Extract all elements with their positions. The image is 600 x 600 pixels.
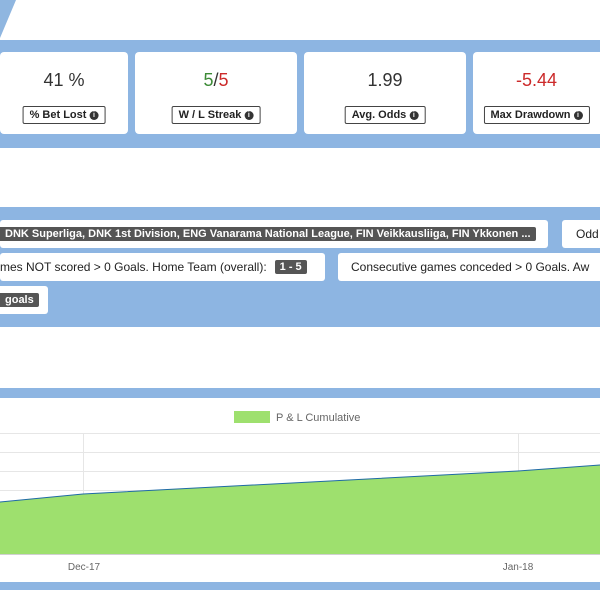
legend-label[interactable]: P & L Cumulative — [276, 412, 360, 424]
streak-loss-value: 5 — [218, 70, 229, 90]
stat-card-max-drawdown: -5.44 Max Drawdown i — [473, 52, 600, 134]
info-icon[interactable]: i — [409, 110, 419, 120]
stat-card-avg-odds: 1.99 Avg. Odds i — [304, 52, 466, 134]
away-filter-text: Consecutive games conceded > 0 Goals. Aw — [351, 260, 590, 274]
stat-value-streak: 5/5 — [135, 70, 297, 91]
away-team-filter-chip[interactable]: Consecutive games conceded > 0 Goals. Aw — [338, 253, 600, 281]
goals-tag: goals — [0, 293, 39, 307]
x-tick-label: Jan-18 — [503, 562, 534, 573]
streak-separator: / — [213, 70, 219, 90]
stat-label-text: % Bet Lost — [29, 109, 87, 121]
home-team-filter-chip[interactable]: mes NOT scored > 0 Goals. Home Team (ove… — [0, 253, 325, 281]
legend-swatch[interactable] — [234, 411, 270, 423]
odds-filter-chip[interactable]: Odd — [562, 220, 600, 248]
info-icon[interactable]: i — [244, 110, 254, 120]
stat-label-text: Avg. Odds — [351, 109, 407, 121]
stat-label-max-drawdown[interactable]: Max Drawdown i — [483, 106, 590, 124]
stat-label-text: Max Drawdown — [490, 109, 571, 121]
chart-panel: P & L Cumulative Dec-17 Jan-18 — [0, 398, 600, 582]
stat-card-bet-lost: 41 % % Bet Lost i — [0, 52, 128, 134]
streak-win-value: 5 — [203, 70, 214, 90]
goals-filter-chip[interactable]: goals — [0, 286, 48, 314]
pl-cumulative-chart: P & L Cumulative Dec-17 Jan-18 — [0, 411, 600, 573]
stat-label-text: W / L Streak — [178, 109, 242, 121]
home-filter-text: mes NOT scored > 0 Goals. Home Team (ove… — [0, 260, 267, 274]
pl-cumulative-area[interactable] — [0, 465, 600, 554]
stat-card-streak: 5/5 W / L Streak i — [135, 52, 297, 134]
stat-label-avg-odds[interactable]: Avg. Odds i — [344, 106, 426, 124]
leagues-tag: DNK Superliga, DNK 1st Division, ENG Van… — [0, 227, 536, 241]
pl-cumulative-line — [0, 464, 600, 503]
stat-value-bet-lost: 41 % — [43, 70, 85, 90]
corner-accent — [0, 0, 16, 38]
stat-value-avg-odds: 1.99 — [367, 70, 403, 90]
stat-value-max-drawdown: -5.44 — [515, 70, 558, 90]
leagues-filter-chip[interactable]: DNK Superliga, DNK 1st Division, ENG Van… — [0, 220, 548, 248]
info-icon[interactable]: i — [573, 110, 583, 120]
stat-label-streak[interactable]: W / L Streak i — [171, 106, 261, 124]
home-filter-tag: 1 - 5 — [274, 260, 307, 274]
odds-chip-label: Odd — [576, 227, 599, 241]
info-icon[interactable]: i — [89, 110, 99, 120]
x-tick-label: Dec-17 — [68, 562, 101, 573]
stat-label-bet-lost[interactable]: % Bet Lost i — [22, 106, 106, 124]
